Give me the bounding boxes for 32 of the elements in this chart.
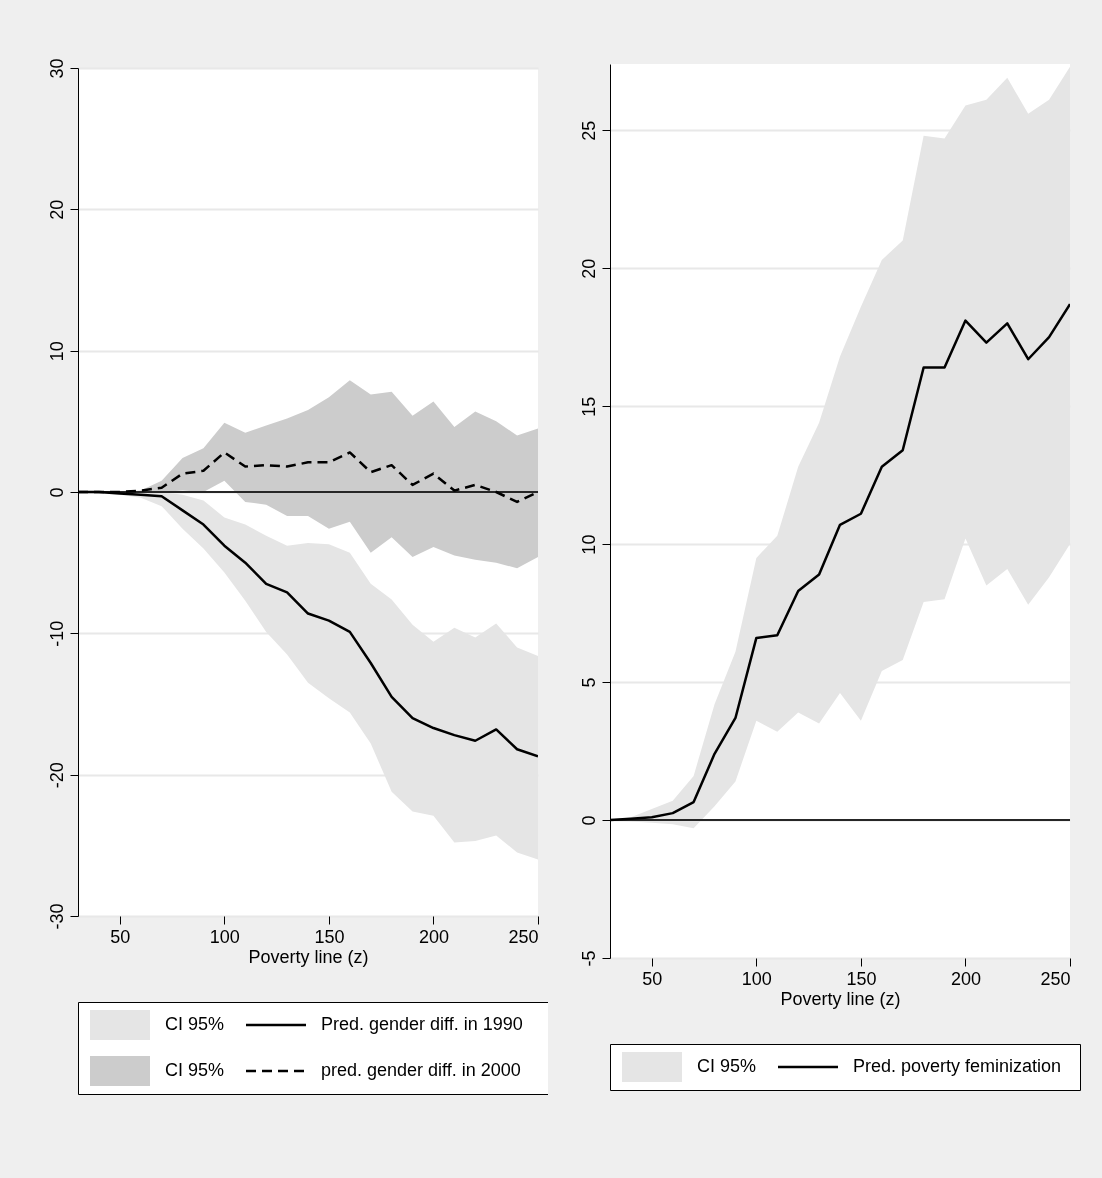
x-tick-label: 50 bbox=[642, 968, 663, 989]
x-axis-title: Poverty line (z) bbox=[780, 988, 901, 1009]
x-tick-label: 200 bbox=[418, 926, 449, 947]
text: CI 95% bbox=[697, 1056, 757, 1076]
legend-label: pred. gender diff. in 2000 bbox=[321, 1060, 521, 1080]
y-tick-label: 30 bbox=[46, 58, 67, 79]
legend-label: Pred. gender diff. in 1990 bbox=[321, 1014, 523, 1034]
text: CI 95% bbox=[165, 1014, 225, 1034]
x-tick-label: 150 bbox=[314, 926, 345, 947]
x-tick-label: 200 bbox=[950, 968, 981, 989]
x-tick-label: 100 bbox=[741, 968, 772, 989]
y-tick-label: 0 bbox=[578, 815, 599, 826]
y-tick-label: 0 bbox=[46, 487, 67, 498]
y-tick-label: -20 bbox=[46, 762, 67, 789]
x-axis-title: Poverty line (z) bbox=[248, 946, 369, 967]
x-tick-label: 250 bbox=[1040, 968, 1071, 989]
x-tick-label: 50 bbox=[110, 926, 131, 947]
x-tick-label: 250 bbox=[508, 926, 539, 947]
x-tick-label: 100 bbox=[209, 926, 240, 947]
y-tick-label: 15 bbox=[578, 396, 599, 417]
y-tick-label: 20 bbox=[46, 199, 67, 220]
legend-label: Pred. poverty feminization bbox=[853, 1056, 1062, 1076]
y-tick-label: -10 bbox=[46, 620, 67, 647]
y-tick-label: -30 bbox=[46, 903, 67, 930]
y-tick-label: 10 bbox=[46, 341, 67, 362]
x-tick-label: 150 bbox=[846, 968, 877, 989]
y-tick-label: -5 bbox=[578, 950, 599, 967]
y-tick-label: 10 bbox=[578, 534, 599, 555]
y-tick-label: 20 bbox=[578, 258, 599, 279]
y-tick-label: 5 bbox=[578, 677, 599, 688]
text: CI 95% bbox=[165, 1060, 225, 1080]
y-tick-label: 25 bbox=[578, 120, 599, 141]
